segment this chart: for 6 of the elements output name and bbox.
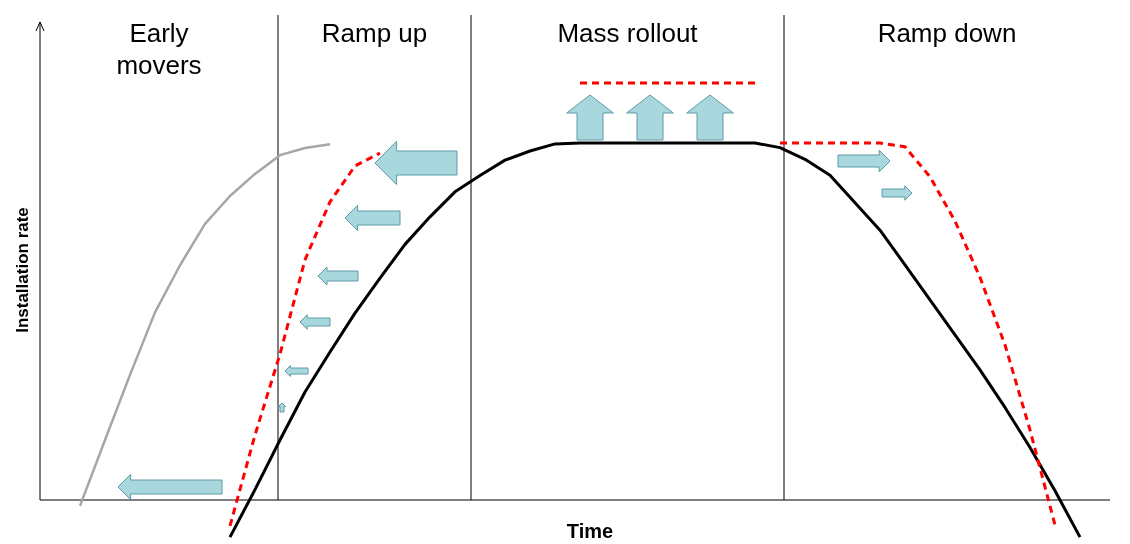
text: Mass rollout (557, 18, 699, 48)
text: Early movers (116, 18, 202, 80)
x-axis-title: Time (566, 520, 614, 542)
text: Ramp up (321, 18, 428, 48)
y-axis-title: Installation rate (13, 207, 32, 333)
text: Ramp down (877, 18, 1017, 48)
